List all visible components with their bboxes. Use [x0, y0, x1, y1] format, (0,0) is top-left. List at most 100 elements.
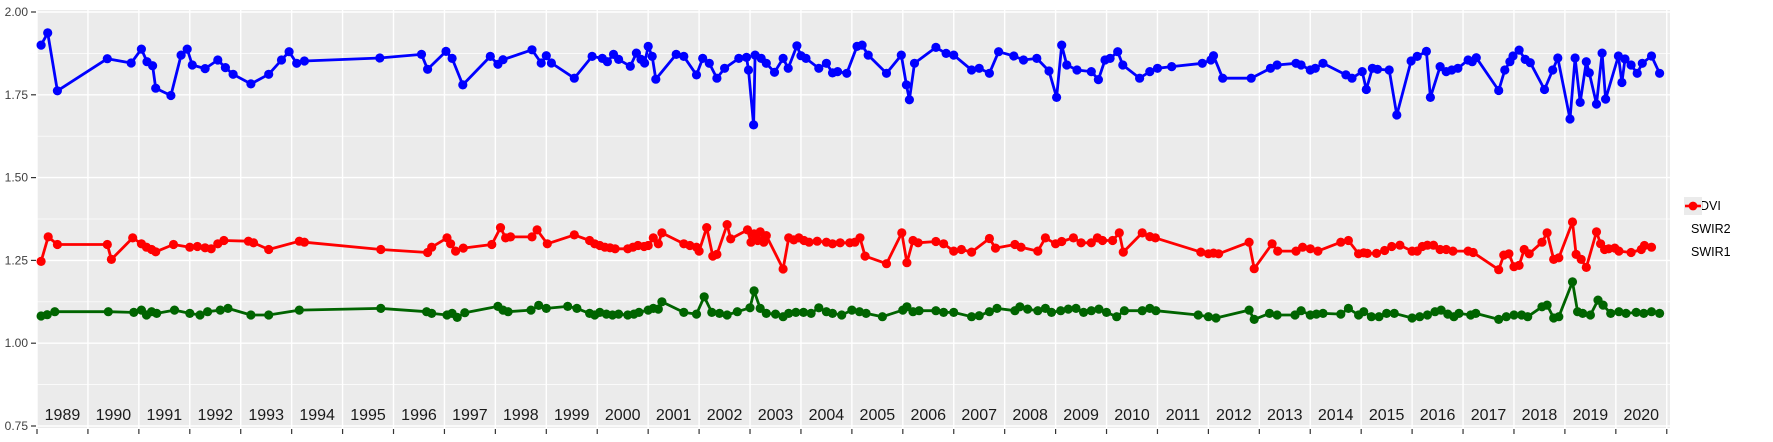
- data-point: [43, 28, 53, 38]
- data-point: [1575, 97, 1585, 107]
- data-point: [1310, 63, 1320, 73]
- data-point: [563, 301, 573, 311]
- data-point: [1118, 247, 1128, 257]
- data-point: [1214, 249, 1224, 259]
- x-axis-year-label: 1995: [350, 407, 386, 424]
- data-point: [451, 246, 461, 256]
- data-point: [1639, 308, 1649, 318]
- data-point: [213, 55, 223, 65]
- data-point: [36, 256, 46, 266]
- data-point: [1621, 308, 1631, 318]
- data-point: [691, 309, 702, 319]
- x-axis-year-label: 2016: [1420, 407, 1456, 424]
- data-point: [423, 64, 433, 74]
- data-point: [1318, 58, 1328, 68]
- data-point: [1514, 45, 1524, 55]
- data-point: [1646, 307, 1657, 317]
- data-point: [102, 54, 112, 64]
- data-point: [1504, 249, 1514, 259]
- data-point: [741, 52, 752, 63]
- data-point: [1076, 238, 1086, 248]
- data-point: [1218, 73, 1228, 83]
- data-point: [881, 68, 892, 78]
- y-axis-label: 0.75: [5, 419, 29, 433]
- data-point: [1118, 60, 1128, 70]
- data-point: [984, 68, 995, 78]
- x-axis-year-label: 2010: [1114, 407, 1150, 424]
- data-point: [821, 58, 832, 68]
- data-point: [625, 61, 635, 71]
- data-point: [1567, 277, 1578, 287]
- data-point: [1336, 309, 1346, 319]
- data-point: [1581, 57, 1591, 67]
- data-point: [42, 310, 52, 320]
- data-point: [228, 69, 238, 79]
- data-point: [1655, 308, 1665, 318]
- series-swir2: [36, 277, 1665, 324]
- data-point: [1421, 46, 1431, 57]
- data-point: [1052, 92, 1062, 102]
- data-point: [1093, 75, 1103, 85]
- data-point: [148, 61, 158, 71]
- data-point: [720, 63, 730, 73]
- data-point: [1343, 303, 1353, 313]
- data-point: [192, 241, 202, 252]
- data-point: [863, 50, 873, 60]
- data-point: [812, 236, 822, 246]
- data-point: [1601, 94, 1611, 104]
- data-point: [1639, 240, 1649, 251]
- data-point: [931, 306, 941, 316]
- x-axis-year-label: 1990: [96, 407, 132, 424]
- data-point: [634, 307, 644, 317]
- data-point: [1273, 246, 1283, 256]
- data-point: [1040, 233, 1050, 243]
- data-point: [1362, 248, 1372, 258]
- data-point: [1366, 312, 1376, 322]
- data-point: [106, 254, 116, 264]
- data-point: [460, 308, 470, 318]
- data-point: [1068, 233, 1078, 243]
- data-point: [1380, 245, 1390, 256]
- x-axis-year-label: 2006: [910, 407, 946, 424]
- data-point: [1554, 312, 1564, 322]
- data-point: [1415, 312, 1425, 322]
- data-point: [1101, 307, 1112, 317]
- data-point: [939, 239, 949, 249]
- data-point: [126, 58, 136, 68]
- data-point: [722, 310, 732, 320]
- data-point: [1371, 248, 1382, 258]
- data-point: [1062, 60, 1072, 70]
- data-point: [1056, 306, 1066, 316]
- data-point: [1018, 55, 1029, 65]
- data-point: [458, 80, 468, 90]
- data-point: [783, 63, 793, 73]
- data-point: [1097, 235, 1108, 246]
- data-point: [1009, 51, 1019, 61]
- x-axis-year-label: 2005: [860, 407, 896, 424]
- data-point: [1453, 63, 1463, 73]
- data-point: [679, 307, 689, 317]
- data-point: [1584, 68, 1594, 78]
- data-point: [441, 46, 451, 57]
- data-point: [103, 307, 113, 317]
- data-point: [914, 306, 924, 316]
- data-point: [770, 309, 781, 319]
- data-point: [860, 251, 870, 261]
- data-point: [136, 44, 146, 54]
- x-axis-year-label: 1996: [401, 407, 437, 424]
- data-point: [814, 303, 824, 313]
- data-point: [984, 233, 995, 244]
- data-point: [1631, 307, 1641, 317]
- data-point: [1620, 54, 1630, 64]
- data-point: [536, 58, 546, 68]
- data-point: [503, 307, 513, 317]
- data-point: [219, 235, 229, 246]
- data-point: [1617, 77, 1627, 88]
- data-point: [1372, 64, 1383, 74]
- x-axis-year-label: 2012: [1216, 407, 1252, 424]
- data-point: [806, 308, 816, 318]
- data-point: [546, 58, 557, 68]
- data-point: [651, 74, 661, 84]
- data-point: [572, 303, 582, 313]
- data-point: [714, 308, 725, 318]
